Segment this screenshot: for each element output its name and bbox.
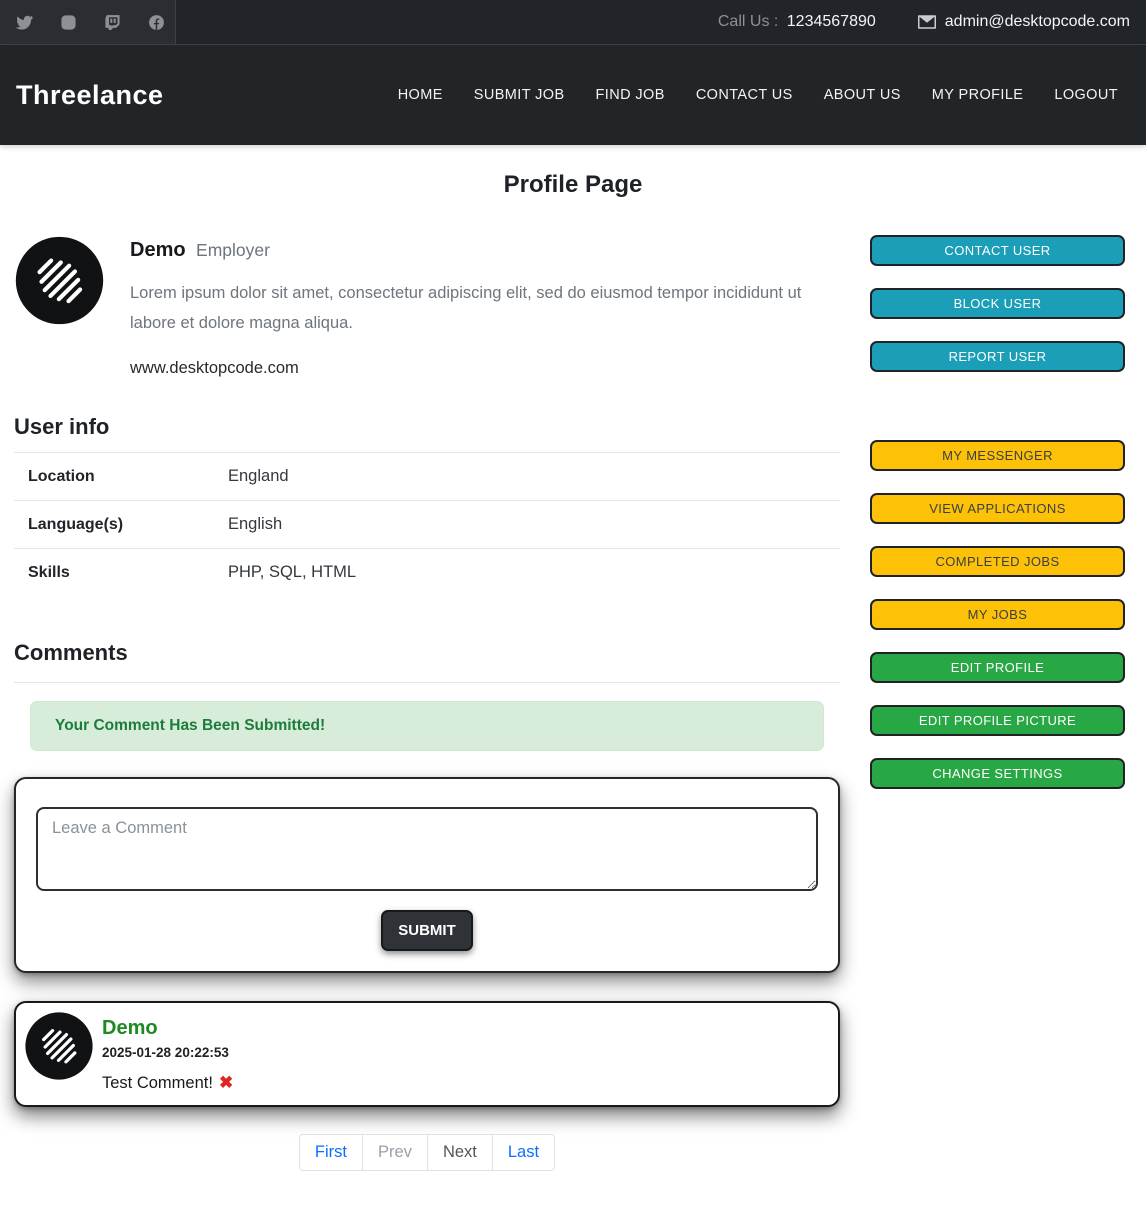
nav-item-home[interactable]: HOME [397, 87, 443, 103]
comment-text-value: Test Comment! [102, 1074, 213, 1092]
brand-logo[interactable]: Threelance [16, 79, 164, 110]
page-container: Profile Page Demo [0, 171, 1146, 1211]
sidebar-spacer [870, 394, 1125, 440]
info-label: Location [28, 468, 95, 485]
email-contact: admin@desktopcode.com [917, 13, 1130, 31]
edit-profile-picture-button[interactable]: EDIT PROFILE PICTURE [870, 705, 1125, 736]
profile-name: Demo [130, 239, 186, 261]
profile-header: Demo Employer Lorem ipsum dolor sit amet… [14, 235, 840, 378]
comment-body: Demo 2025-01-28 20:22:53 Test Comment! ✖ [102, 1011, 233, 1093]
pagination-next[interactable]: Next [427, 1134, 493, 1171]
topbar-contact: Call Us : 1234567890 admin@desktopcode.c… [176, 0, 1146, 44]
twitch-icon[interactable] [104, 14, 121, 31]
nav-item-about-us[interactable]: ABOUT US [823, 87, 901, 103]
comment-item: Demo 2025-01-28 20:22:53 Test Comment! ✖ [14, 1001, 840, 1107]
profile-text: Demo Employer Lorem ipsum dolor sit amet… [130, 235, 830, 378]
info-value: England [228, 467, 289, 485]
info-value: English [228, 515, 283, 533]
nav-menu: HOME SUBMIT JOB FIND JOB CONTACT US ABOU… [398, 87, 1130, 103]
nav-item-find-job[interactable]: FIND JOB [595, 87, 665, 103]
comment-form: SUBMIT [14, 777, 840, 973]
facebook-icon[interactable] [148, 14, 165, 31]
profile-bio: Lorem ipsum dolor sit amet, consectetur … [130, 284, 802, 332]
instagram-icon[interactable] [60, 14, 77, 31]
edit-profile-button[interactable]: EDIT PROFILE [870, 652, 1125, 683]
comment-avatar [25, 1012, 93, 1080]
pagination: First Prev Next Last [298, 1134, 556, 1171]
pagination-prev[interactable]: Prev [363, 1134, 428, 1171]
main-column: Demo Employer Lorem ipsum dolor sit amet… [14, 235, 840, 1211]
call-us: Call Us : 1234567890 [718, 13, 876, 31]
page-title: Profile Page [503, 171, 643, 198]
info-row-location: Location England [14, 453, 840, 501]
sidebar-actions: CONTACT USER BLOCK USER REPORT USER MY M… [870, 235, 1125, 811]
info-label: Language(s) [28, 516, 124, 533]
view-applications-button[interactable]: VIEW APPLICATIONS [870, 493, 1125, 524]
profile-website-link[interactable]: www.desktopcode.com [130, 359, 299, 377]
topbar: Call Us : 1234567890 admin@desktopcode.c… [0, 0, 1146, 45]
nav-item-logout[interactable]: LOGOUT [1054, 87, 1118, 103]
user-info-section: User info Location England Language(s) E… [14, 414, 840, 596]
call-us-label: Call Us : [717, 13, 779, 30]
nav-item-contact-us[interactable]: CONTACT US [695, 87, 793, 103]
email-address: admin@desktopcode.com [944, 13, 1130, 30]
nav-item-my-profile[interactable]: MY PROFILE [931, 87, 1024, 103]
user-info-heading: User info [14, 414, 840, 453]
completed-jobs-button[interactable]: COMPLETED JOBS [870, 546, 1125, 577]
comment-delete-icon[interactable]: ✖ [218, 1073, 234, 1092]
phone-number: 1234567890 [786, 13, 876, 30]
info-row-languages: Language(s) English [14, 501, 840, 549]
my-jobs-button[interactable]: MY JOBS [870, 599, 1125, 630]
info-label: Skills [28, 564, 70, 581]
comment-text: Test Comment! ✖ [102, 1073, 233, 1093]
twitter-icon[interactable] [16, 14, 33, 31]
envelope-icon [917, 15, 936, 29]
change-settings-button[interactable]: CHANGE SETTINGS [870, 758, 1125, 789]
comments-section: Comments Your Comment Has Been Submitted… [14, 640, 840, 1171]
profile-role: Employer [196, 240, 270, 260]
report-user-button[interactable]: REPORT USER [870, 341, 1125, 372]
contact-user-button[interactable]: CONTACT USER [870, 235, 1125, 266]
comment-author[interactable]: Demo [102, 1017, 158, 1039]
comment-timestamp: 2025-01-28 20:22:53 [102, 1045, 229, 1060]
my-messenger-button[interactable]: MY MESSENGER [870, 440, 1125, 471]
social-links [0, 0, 176, 44]
comment-textarea[interactable] [36, 807, 818, 891]
comments-heading: Comments [14, 640, 840, 683]
comment-success-alert: Your Comment Has Been Submitted! [30, 701, 824, 751]
navbar: Threelance HOME SUBMIT JOB FIND JOB CONT… [0, 45, 1146, 145]
pagination-last[interactable]: Last [492, 1134, 556, 1171]
profile-avatar [15, 236, 104, 325]
nav-item-submit-job[interactable]: SUBMIT JOB [473, 87, 565, 103]
pagination-first[interactable]: First [298, 1134, 363, 1171]
block-user-button[interactable]: BLOCK USER [870, 288, 1125, 319]
submit-comment-button[interactable]: SUBMIT [381, 910, 473, 951]
info-row-skills: Skills PHP, SQL, HTML [14, 549, 840, 596]
info-value: PHP, SQL, HTML [228, 563, 357, 581]
